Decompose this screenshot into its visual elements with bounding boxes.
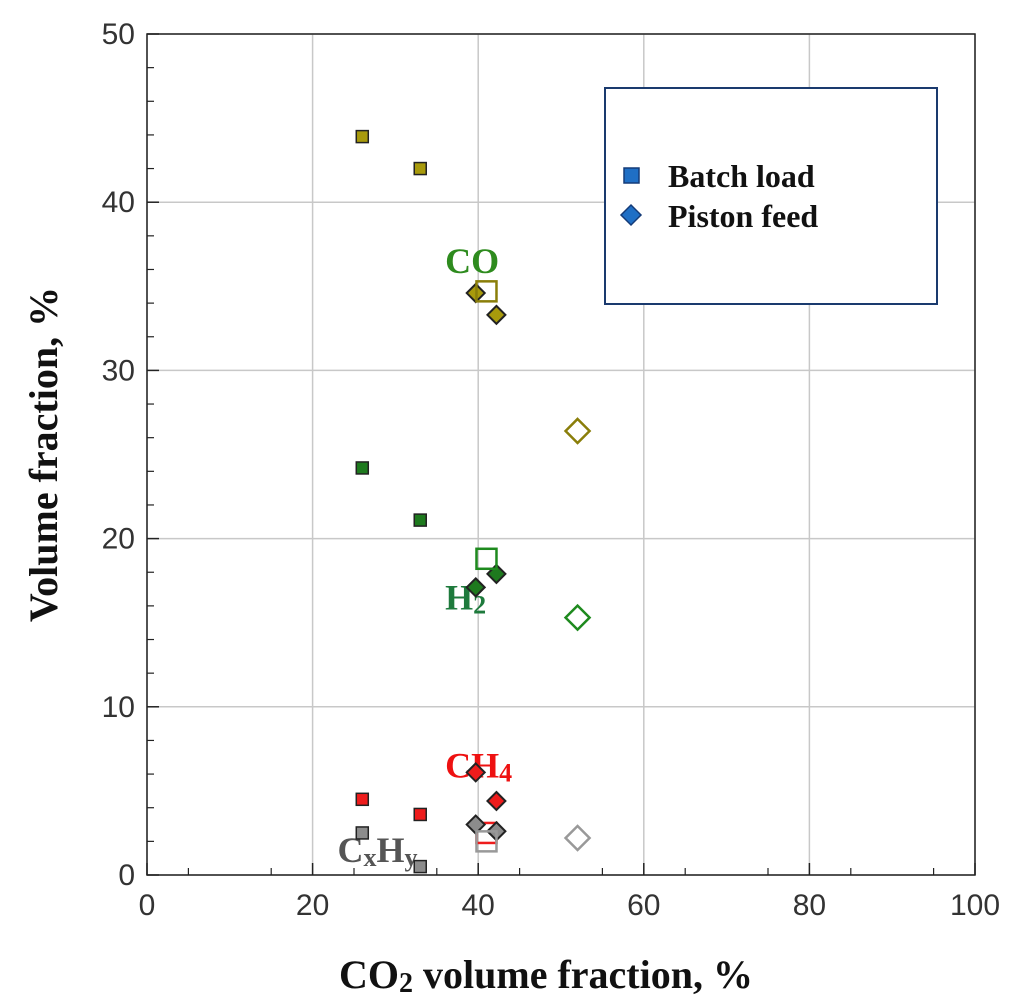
legend: Batch load Piston feed [604, 87, 938, 305]
piston-feed-point [486, 304, 507, 326]
y-tick-label: 40 [102, 186, 135, 219]
piston-feed-open-point [563, 824, 592, 852]
y-axis-title: Volume fraction, % [21, 287, 66, 622]
y-tick-label: 50 [102, 18, 135, 51]
batch-load-point [413, 161, 427, 176]
piston-feed-open-point [563, 603, 592, 632]
y-tick-label: 10 [102, 691, 135, 724]
x-tick-label: 0 [139, 889, 156, 922]
piston-feed-point [465, 576, 487, 598]
axis-ticks: 0 20 40 60 80 100 0 10 20 30 40 50 [102, 18, 1000, 922]
y-tick-label: 0 [118, 859, 135, 892]
series-label: CO [445, 241, 499, 281]
x-axis-title: CO2 volume fraction, % [339, 952, 753, 999]
series-labels: COH2CH4CxHy [337, 241, 512, 872]
legend-label-batch-load: Batch load [668, 158, 815, 194]
piston-feed-point [486, 790, 507, 812]
x-tick-label: 80 [793, 889, 826, 922]
x-tick-label: 100 [950, 889, 1000, 922]
batch-load-point [355, 129, 370, 144]
piston-feed-point [465, 761, 487, 783]
batch-load-point [355, 461, 370, 475]
batch-load-point [413, 513, 427, 527]
batch-load-open-point [475, 830, 498, 853]
batch-load-open-point [475, 280, 498, 303]
plot-frame [146, 33, 976, 876]
batch-load-point [355, 792, 370, 807]
series-label: H2 [445, 577, 486, 619]
x-tick-label: 60 [627, 889, 660, 922]
batch-load-point [413, 859, 427, 874]
series-label: CxHy [337, 830, 417, 872]
batch-load-point [355, 826, 370, 840]
batch-load-open-point [475, 547, 498, 571]
legend-marker-batch-load [623, 167, 640, 184]
y-tick-label: 20 [102, 523, 135, 556]
piston-feed-open-point [563, 417, 592, 445]
batch-load-point [413, 807, 427, 822]
x-tick-label: 20 [296, 889, 329, 922]
legend-marker-piston-feed [619, 203, 643, 227]
legend-label-piston-feed: Piston feed [668, 198, 818, 234]
data-points [355, 129, 592, 874]
y-tick-label: 30 [102, 354, 135, 387]
x-tick-label: 40 [462, 889, 495, 922]
legend-box [604, 87, 938, 305]
